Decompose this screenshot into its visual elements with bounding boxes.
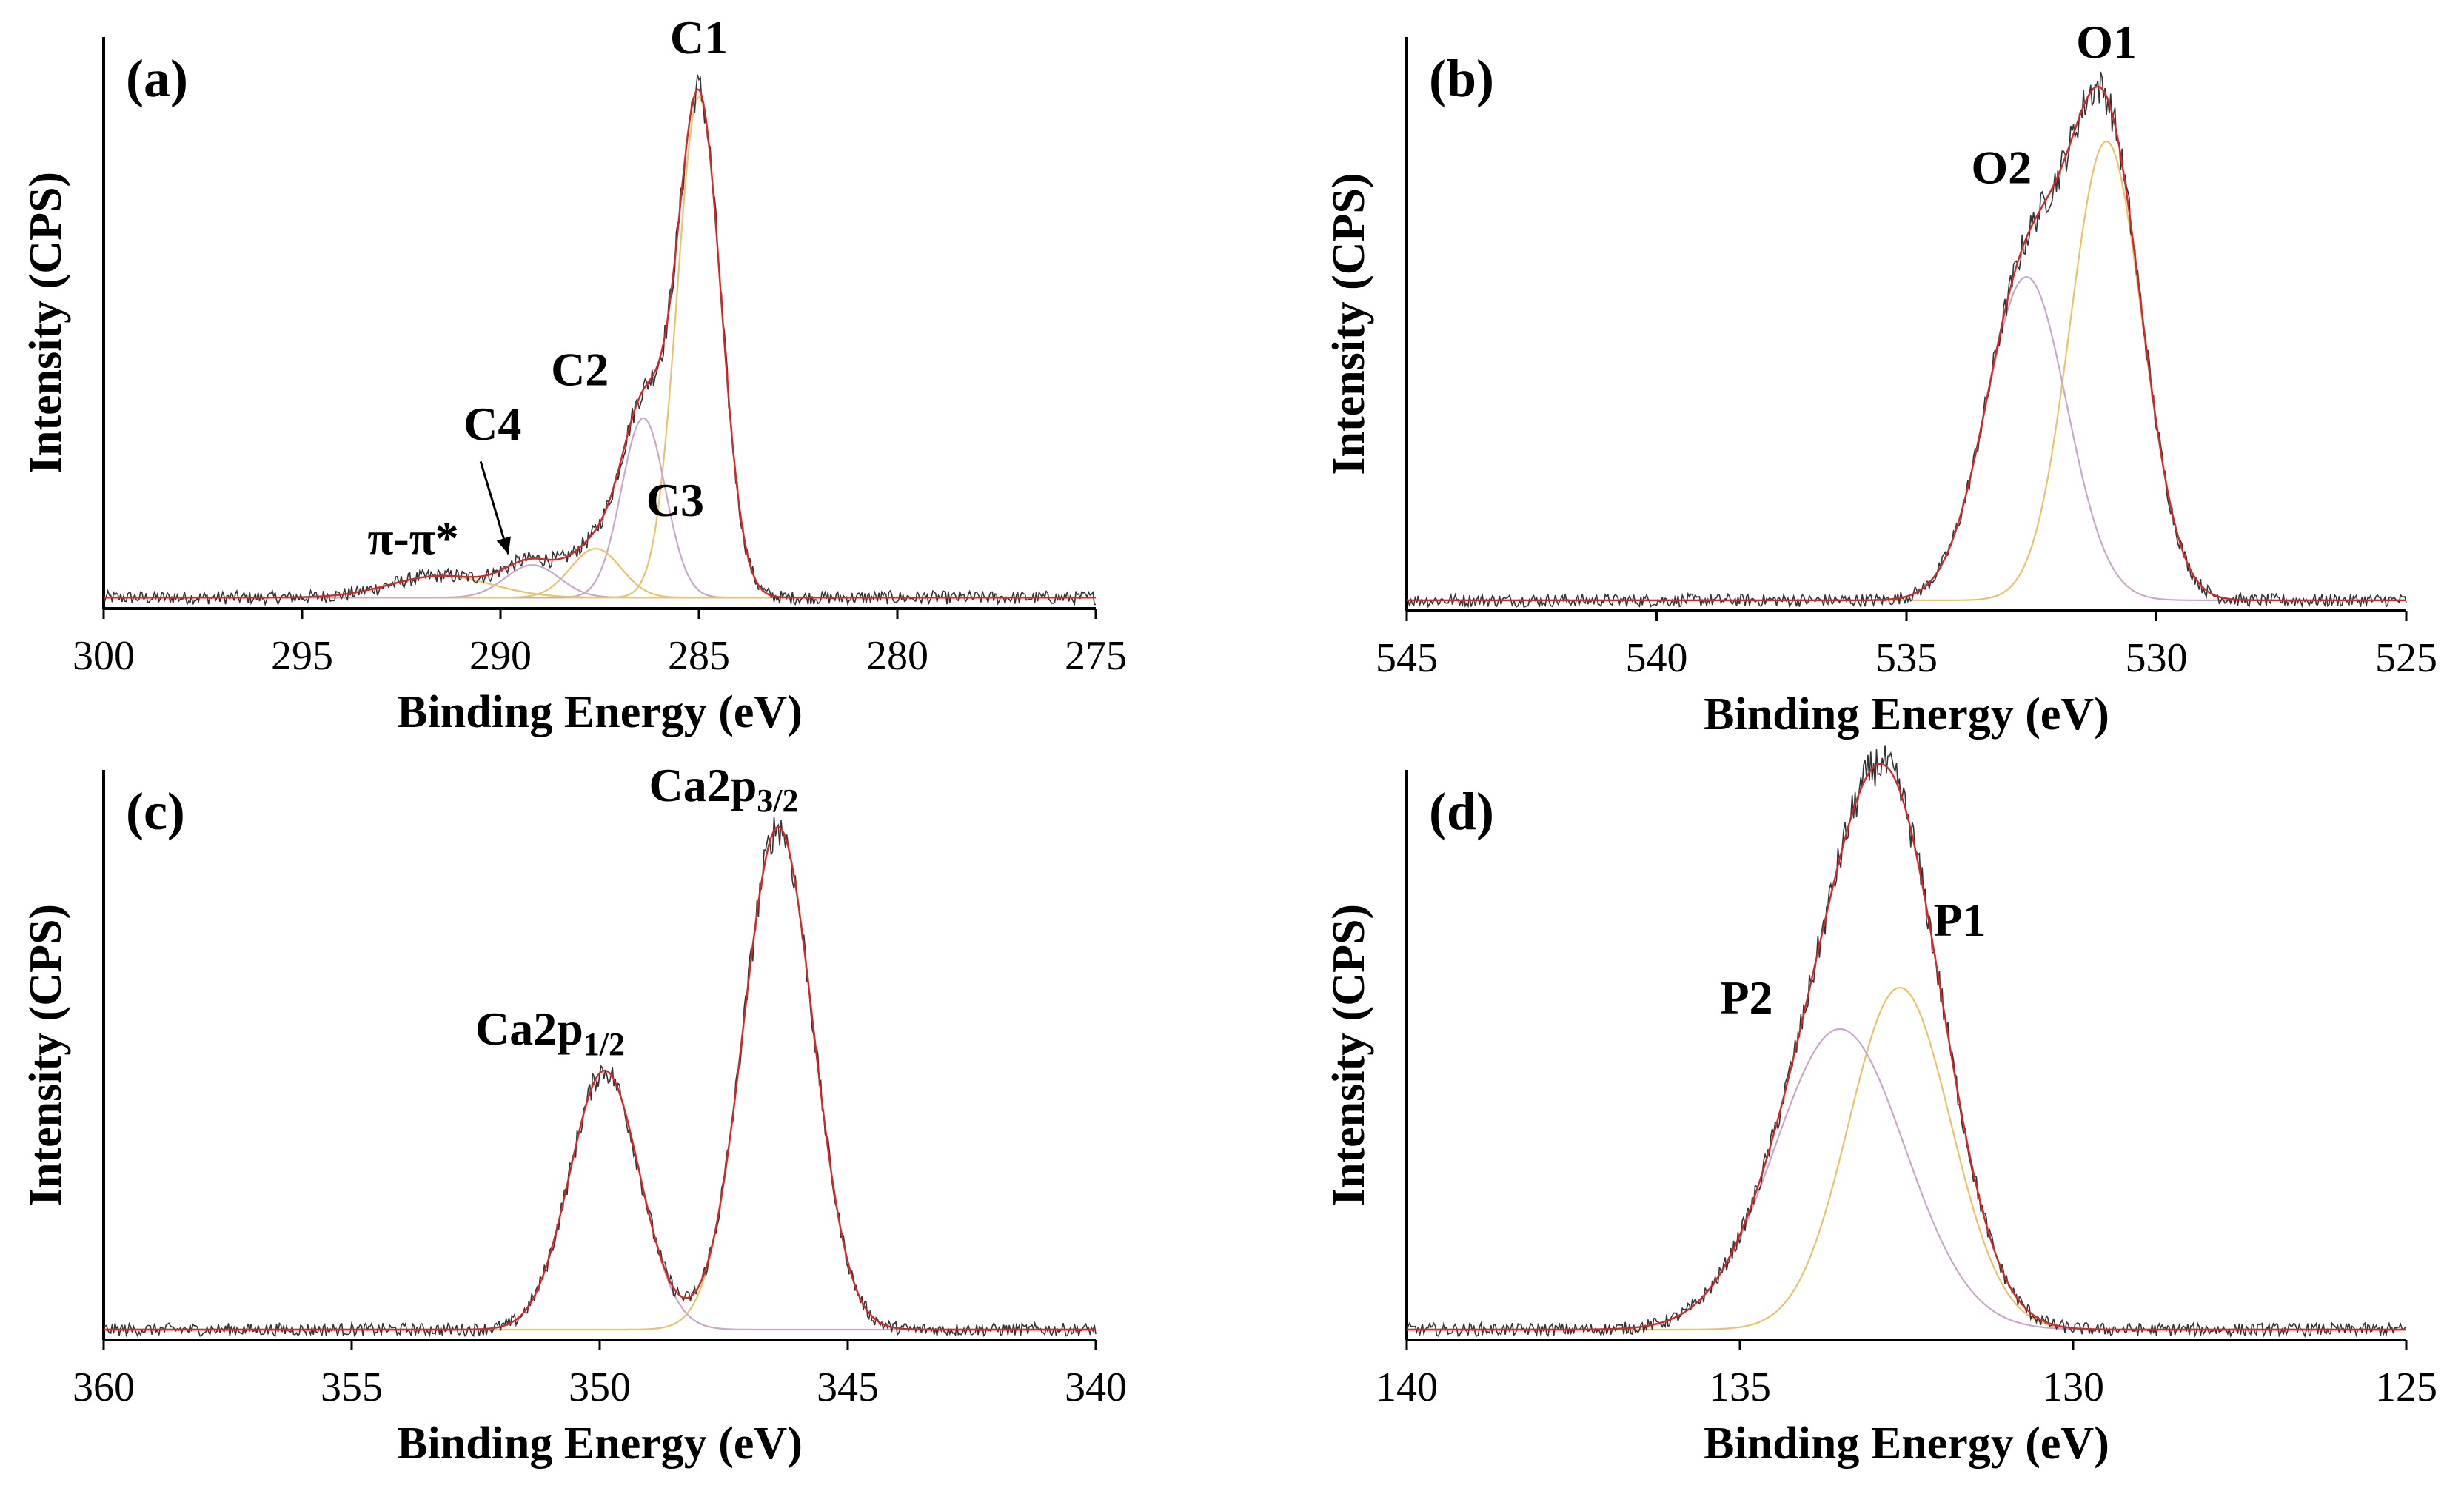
y-axis-label: Intensity (CPS)	[21, 904, 71, 1206]
x-tick-label: 290	[469, 633, 532, 679]
y-axis-label: Intensity (CPS)	[1324, 904, 1374, 1206]
x-tick-label: 350	[569, 1364, 631, 1410]
component-curve-C2	[104, 417, 1096, 599]
x-tick-label: 355	[321, 1364, 383, 1410]
envelope-fit-line	[1407, 85, 2406, 602]
x-tick-label: 530	[2126, 635, 2188, 681]
x-tick-label: 285	[668, 633, 730, 679]
panel-b: 545 540 535 530 525 Binding Energy (eV) Intens…	[1324, 16, 2437, 740]
x-tick-label: 135	[1709, 1364, 1771, 1410]
panel-label: (a)	[126, 49, 188, 108]
x-tick-label: 280	[866, 633, 928, 679]
panel-d: 140 135 130 125 Binding Energy (eV) Intensity…	[1324, 745, 2437, 1469]
peak-label: C4	[463, 398, 521, 450]
x-axis-label: Binding Energy (eV)	[397, 687, 803, 737]
x-tick-label: 360	[73, 1364, 135, 1410]
raw-spectrum-line	[1406, 745, 2407, 1339]
peak-label: P2	[1720, 971, 1772, 1024]
annotation-arrowhead	[496, 536, 511, 555]
panel-c: 360 355 350 345 340 Binding Energy (eV) Intens…	[21, 759, 1127, 1469]
component-curve-P2	[1407, 1028, 2406, 1331]
component-curve-P1	[1407, 986, 2406, 1331]
y-axis-label: Intensity (CPS)	[21, 172, 71, 474]
x-tick-label: 340	[1065, 1364, 1127, 1410]
x-axis-label: Binding Energy (eV)	[1704, 1418, 2109, 1469]
raw-spectrum-line	[103, 816, 1097, 1338]
envelope-fit-line	[1407, 763, 2406, 1331]
raw-spectrum-line	[103, 74, 1097, 607]
x-axis-label: Binding Energy (eV)	[1704, 689, 2109, 740]
panel-label: (c)	[126, 782, 185, 841]
component-curve-O1	[1407, 140, 2406, 601]
peak-label: Ca2p3/2	[649, 759, 798, 819]
peak-label: O1	[2076, 16, 2137, 68]
peak-label: C1	[670, 11, 728, 64]
x-tick-label: 125	[2375, 1364, 2437, 1410]
panel-label: (d)	[1429, 782, 1494, 841]
x-axis-label: Binding Energy (eV)	[397, 1418, 803, 1469]
x-tick-label: 545	[1376, 635, 1438, 681]
y-axis-label: Intensity (CPS)	[1324, 172, 1374, 475]
component-curve-O2	[1407, 275, 2406, 601]
envelope-fit-line	[104, 88, 1096, 599]
x-tick-label: 130	[2042, 1364, 2104, 1410]
component-curve-C4	[104, 564, 1096, 599]
x-tick-label: 525	[2375, 635, 2437, 681]
peak-label: Ca2p1/2	[475, 1002, 625, 1062]
peak-label: C2	[551, 344, 609, 396]
component-curve-	[104, 574, 1096, 599]
x-tick-label: 535	[1875, 635, 1938, 681]
x-tick-label: 300	[73, 633, 135, 679]
x-tick-label: 540	[1626, 635, 1688, 681]
x-tick-label: 345	[817, 1364, 879, 1410]
panel-label: (b)	[1429, 49, 1494, 108]
peak-label: P1	[1933, 894, 1986, 946]
peak-label: C3	[646, 474, 704, 526]
x-tick-label: 275	[1065, 633, 1127, 679]
peak-label: O2	[1971, 141, 2032, 193]
panel-a: 300 295 290 285 280 275 Binding Energy (eV) Int…	[21, 11, 1127, 737]
component-curve-Ca2p12	[104, 1070, 1096, 1331]
envelope-fit-line	[104, 825, 1096, 1331]
raw-spectrum-line	[1406, 71, 2407, 609]
x-tick-label: 295	[271, 633, 333, 679]
x-tick-label: 140	[1376, 1364, 1438, 1410]
peak-label: π-π*	[367, 512, 458, 564]
